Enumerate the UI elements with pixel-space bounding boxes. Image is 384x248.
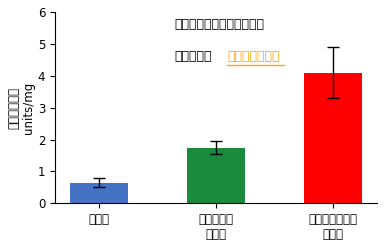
Text: 酵素反応の: 酵素反応の xyxy=(174,50,212,63)
Bar xyxy=(304,73,362,203)
Bar xyxy=(70,183,128,203)
Y-axis label: 最大反応速度
units/mg: 最大反応速度 units/mg xyxy=(7,82,35,134)
Bar xyxy=(187,148,245,203)
Text: 特定の化合物の添加により: 特定の化合物の添加により xyxy=(174,18,264,31)
Text: 最大速度が上昇: 最大速度が上昇 xyxy=(227,50,280,63)
